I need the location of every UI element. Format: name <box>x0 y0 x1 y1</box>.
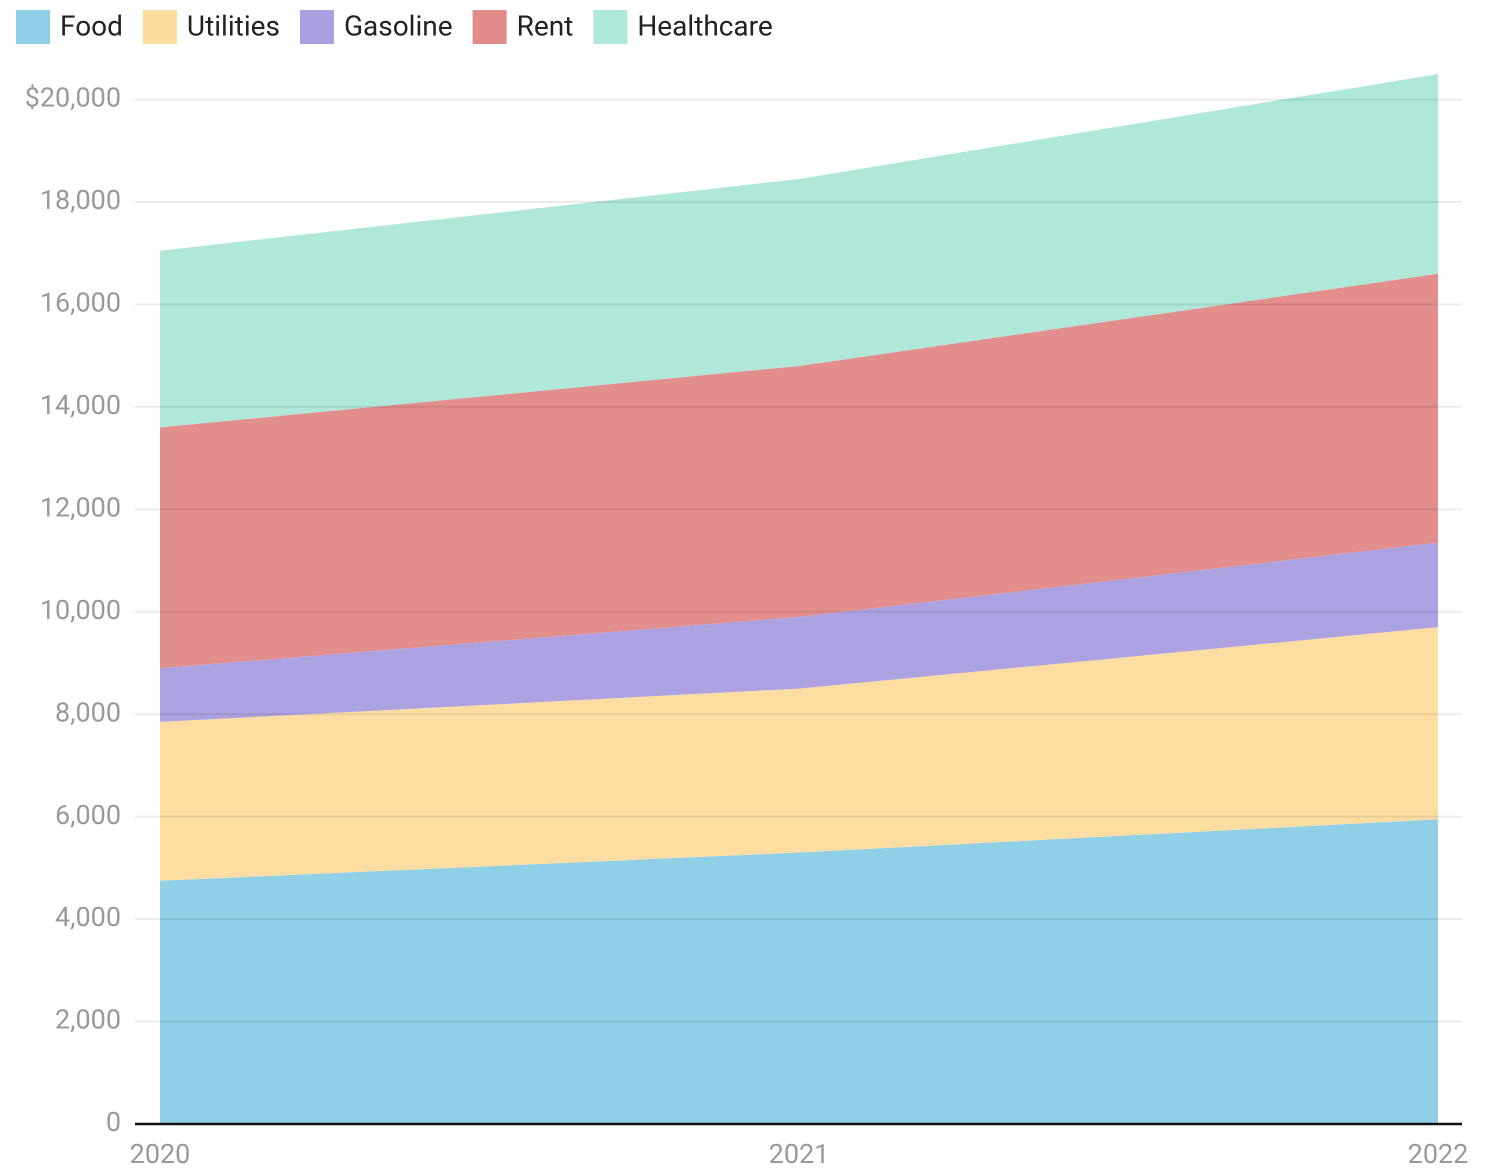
y-tick-label: 10,000 <box>40 594 121 626</box>
y-tick-label: 16,000 <box>40 287 121 319</box>
legend-label: Rent <box>517 9 574 42</box>
legend-swatch <box>472 10 507 44</box>
y-tick-label: 14,000 <box>40 389 121 421</box>
x-tick-label: 2022 <box>1408 1138 1469 1170</box>
y-tick-label: 0 <box>106 1106 121 1138</box>
legend-label: Utilities <box>187 9 280 42</box>
legend-swatch <box>299 10 334 44</box>
y-tick-label: 4,000 <box>55 901 121 933</box>
legend-swatch <box>593 10 628 44</box>
legend-label: Food <box>60 9 123 42</box>
y-tick-label: 18,000 <box>40 184 121 216</box>
legend-label: Gasoline <box>344 9 453 42</box>
y-tick-label: 8,000 <box>55 696 121 728</box>
legend-swatch <box>142 10 177 44</box>
y-tick-label: $20,000 <box>25 82 121 114</box>
legend-label: Healthcare <box>637 9 772 42</box>
area <box>160 74 1438 428</box>
x-tick-label: 2020 <box>130 1138 191 1170</box>
legend-swatch <box>16 10 50 44</box>
y-tick-label: 6,000 <box>55 799 121 831</box>
area <box>160 627 1438 881</box>
area <box>160 273 1438 669</box>
area <box>160 542 1438 722</box>
y-tick-label: 2,000 <box>55 1004 121 1036</box>
y-tick-label: 12,000 <box>40 491 121 523</box>
x-tick-label: 2021 <box>769 1138 830 1170</box>
area <box>160 819 1438 1124</box>
